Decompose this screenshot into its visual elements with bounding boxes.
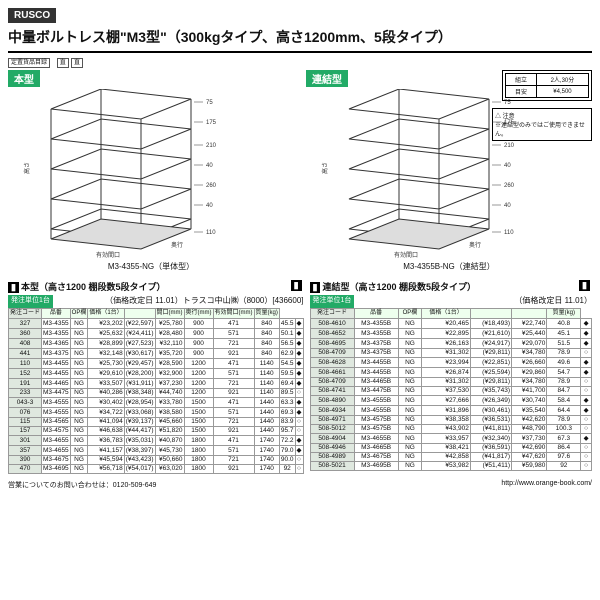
- table-row: 508-4610M3-4355BNG¥20,465(¥18,493)¥22,74…: [310, 318, 591, 328]
- table-row: 470M3-4695NG¥56,718(¥54,017)¥63,02018009…: [9, 464, 304, 473]
- table-row: 191M3-4465NG¥33,507(¥31,911)¥37,23012007…: [9, 378, 304, 388]
- unit-tag-right: 発注単位1台: [310, 295, 355, 308]
- table-row: 508-5012M3-4575BNG¥43,902(¥41,811)¥48,79…: [310, 424, 591, 433]
- svg-text:210: 210: [206, 143, 217, 149]
- page-footer: 営業についてのお問い合わせは：0120-509-649 http://www.o…: [8, 480, 592, 490]
- table-row: 233M3-4475NG¥40,286(¥38,348)¥44,74012009…: [9, 388, 304, 397]
- svg-text:110: 110: [206, 230, 216, 236]
- table-row: 508-4709M3-4465BNG¥31,302(¥29,811)¥34,78…: [310, 377, 591, 386]
- table-row: 508-4661M3-4455BNG¥26,874(¥25,594)¥29,86…: [310, 367, 591, 377]
- spec-table-left: 発注コード品番OP欄価格（1台）間口(mm)奥行(mm)有効間口(mm)質量(k…: [8, 308, 304, 474]
- spec-table-right: 発注コード品番OP欄価格（1台）質量(kg) 508-4610M3-4355BN…: [310, 308, 592, 471]
- unit-tag: 発注単位1台: [8, 295, 53, 308]
- table-row: 508-4628M3-4455BNG¥23,994(¥22,851)¥26,66…: [310, 357, 591, 367]
- table-row: 157M3-4575NG¥46,638(¥44,417)¥51,82015009…: [9, 426, 304, 435]
- svg-text:高さ: 高さ: [321, 162, 329, 174]
- table-row: 508-4890M3-4555BNG¥27,666(¥26,349)¥30,74…: [310, 395, 591, 405]
- table-row: 508-4904M3-4655BNG¥33,957(¥32,340)¥37,73…: [310, 433, 591, 443]
- svg-text:高さ: 高さ: [23, 162, 31, 174]
- spec-label-row: 定置貨品目録 直 直: [8, 57, 592, 66]
- table-subhead-left: ▮本型（高さ1200 棚段数5段タイプ）▮: [8, 280, 304, 293]
- table-row: 408M3-4365NG¥28,899(¥27,523)¥32,11090072…: [9, 338, 304, 348]
- table-row: 441M3-4375NG¥32,148(¥30,617)¥35,72090092…: [9, 348, 304, 358]
- svg-text:75: 75: [206, 100, 213, 106]
- table-row: 508-4741M3-4475BNG¥37,530(¥35,743)¥41,70…: [310, 386, 591, 395]
- table-row: 043-3M3-4555NG¥30,402(¥28,954)¥33,780150…: [9, 397, 304, 407]
- shelf-diagram-right: 75 175 210 40 260 40 110 高さ有効間口 奥行: [306, 89, 592, 259]
- table-row: 508-4989M3-4675BNG¥42,858(¥41,817)¥47,62…: [310, 452, 591, 461]
- table-row: 076M3-4555NG¥34,722(¥33,068)¥38,58015005…: [9, 407, 304, 417]
- partnum-right: M3-4355B-NG（連結型）: [306, 261, 592, 272]
- table-row: 508-5021M3-4695BNG¥53,982(¥51,411)¥59,98…: [310, 461, 591, 470]
- price-note-left: （価格改定日 11.01）トラスコ中山㈱（8000）[436600]: [105, 295, 303, 306]
- partnum-left: M3-4355-NG（単体型）: [8, 261, 294, 272]
- table-row: 360M3-4355NG¥25,632(¥24,411)¥28,48090057…: [9, 328, 304, 338]
- table-row: 301M3-4655NG¥36,783(¥35,031)¥40,87018004…: [9, 435, 304, 445]
- svg-text:奥行: 奥行: [171, 241, 183, 249]
- svg-text:40: 40: [504, 203, 511, 209]
- table-row: 115M3-4565NG¥41,094(¥39,137)¥45,66015007…: [9, 417, 304, 426]
- table-row: 508-4934M3-4555BNG¥31,896(¥30,461)¥35,54…: [310, 405, 591, 415]
- brand-badge: RUSCO: [8, 8, 56, 23]
- divider: [8, 51, 592, 53]
- svg-text:40: 40: [206, 203, 213, 209]
- svg-text:260: 260: [206, 183, 217, 189]
- svg-text:110: 110: [504, 230, 514, 236]
- svg-text:奥行: 奥行: [469, 241, 481, 249]
- table-row: 508-4971M3-4575BNG¥38,358(¥36,531)¥42,62…: [310, 415, 591, 424]
- svg-text:40: 40: [504, 163, 511, 169]
- svg-text:175: 175: [504, 120, 515, 126]
- table-row: 508-4695M3-4375BNG¥26,163(¥24,917)¥29,07…: [310, 338, 591, 348]
- svg-text:175: 175: [206, 120, 217, 126]
- svg-text:210: 210: [504, 143, 515, 149]
- svg-text:75: 75: [504, 100, 511, 106]
- table-row: 152M3-4455NG¥29,610(¥28,200)¥32,90012005…: [9, 368, 304, 378]
- table-subhead-right: ▮連結型（高さ1200 棚段数5段タイプ）▮: [310, 280, 592, 293]
- table-row: 508-4946M3-4665BNG¥38,421(¥36,591)¥42,69…: [310, 443, 591, 452]
- table-row: 508-4709M3-4375BNG¥31,302(¥29,811)¥34,78…: [310, 348, 591, 357]
- svg-text:260: 260: [504, 183, 515, 189]
- svg-text:40: 40: [206, 163, 213, 169]
- shelf-diagram-left: 75 175 210 40 260 40 110 高さ有効間口 奥行: [8, 89, 294, 259]
- type-badge-left: 本型: [8, 70, 40, 87]
- table-row: 110M3-4455NG¥25,730(¥29,457)¥28,59012004…: [9, 358, 304, 368]
- svg-text:有効間口: 有効間口: [394, 251, 418, 259]
- svg-text:有効間口: 有効間口: [96, 251, 120, 259]
- table-row: 390M3-4675NG¥45,594(¥43,423)¥50,66018007…: [9, 455, 304, 464]
- table-row: 327M3-4355NG¥23,202(¥22,597)¥25,78090047…: [9, 318, 304, 328]
- table-row: 357M3-4655NG¥41,157(¥38,397)¥45,73018005…: [9, 445, 304, 455]
- price-note-right: （価格改定日 11.01）: [514, 295, 592, 306]
- page-title: 中量ボルトレス棚"M3型"（300kgタイプ、高さ1200mm、5段タイプ）: [8, 27, 592, 47]
- table-row: 508-4652M3-4355BNG¥22,895(¥21,610)¥25,44…: [310, 328, 591, 338]
- type-badge-right: 連結型: [306, 70, 348, 87]
